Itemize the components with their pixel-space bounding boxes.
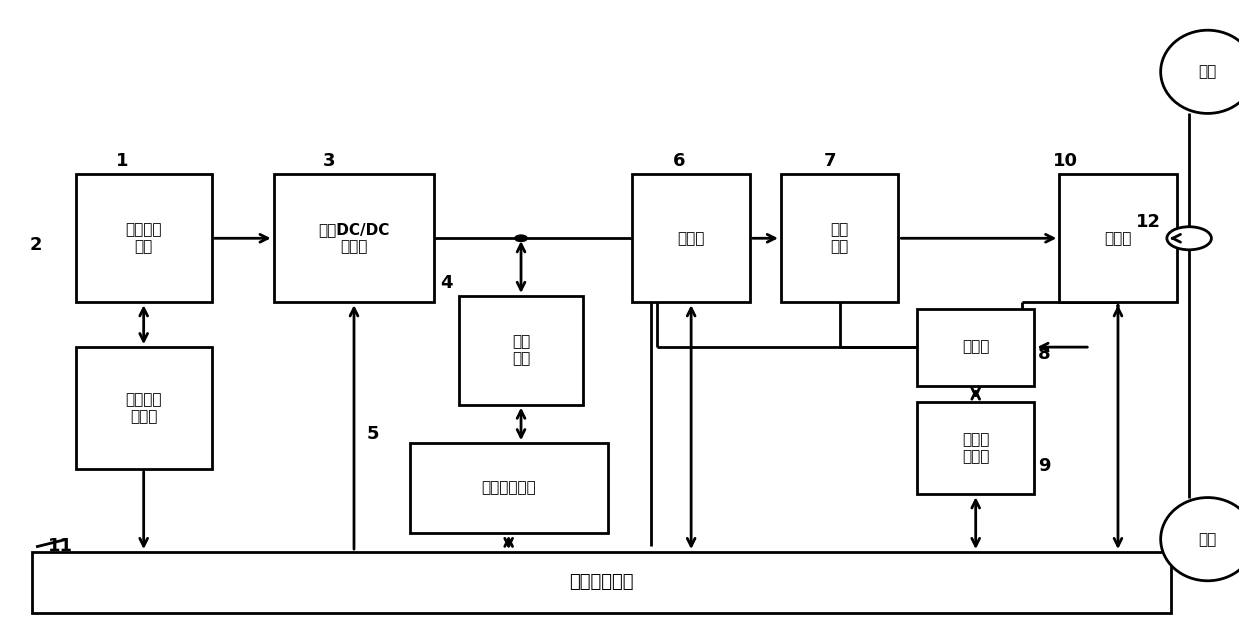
Text: 7: 7 [825,152,837,170]
Text: 动力
电池: 动力 电池 [512,334,531,367]
Text: 燃料电池
系统: 燃料电池 系统 [125,222,162,255]
Text: 弹性储
能机构: 弹性储 能机构 [962,431,990,464]
Text: 离合器: 离合器 [962,340,990,354]
Bar [632,174,750,302]
Ellipse shape [1161,30,1240,113]
Text: 10: 10 [1053,152,1078,170]
Bar [32,552,1171,613]
Circle shape [1167,227,1211,249]
Bar [916,401,1034,494]
Text: 12: 12 [1136,213,1161,231]
Text: 驱动
电机: 驱动 电机 [831,222,848,255]
Ellipse shape [1161,498,1240,581]
Text: 电池管理系统: 电池管理系统 [481,480,536,496]
Text: 变速器: 变速器 [1105,231,1132,246]
Text: 车轮: 车轮 [1199,64,1216,79]
Text: 4: 4 [440,274,453,292]
Text: 整车控制单元: 整车控制单元 [569,574,634,592]
Bar [1059,174,1177,302]
Text: 3: 3 [322,152,336,170]
Text: 单向DC/DC
转换器: 单向DC/DC 转换器 [319,222,389,255]
Bar [459,296,583,404]
Text: 5: 5 [366,424,378,442]
Text: 2: 2 [30,236,42,254]
Text: 6: 6 [673,152,686,170]
Text: 8: 8 [1038,345,1050,363]
Bar [76,347,212,469]
Text: 车轮: 车轮 [1199,532,1216,547]
Bar [409,443,608,533]
Text: 燃料电池
控制器: 燃料电池 控制器 [125,392,162,424]
Bar [781,174,898,302]
Bar [916,309,1034,386]
Circle shape [515,235,527,242]
Bar [274,174,434,302]
Text: 11: 11 [48,536,73,554]
Bar [76,174,212,302]
Text: 1: 1 [117,152,129,170]
Text: 9: 9 [1038,457,1050,475]
Text: 逆变器: 逆变器 [677,231,704,246]
